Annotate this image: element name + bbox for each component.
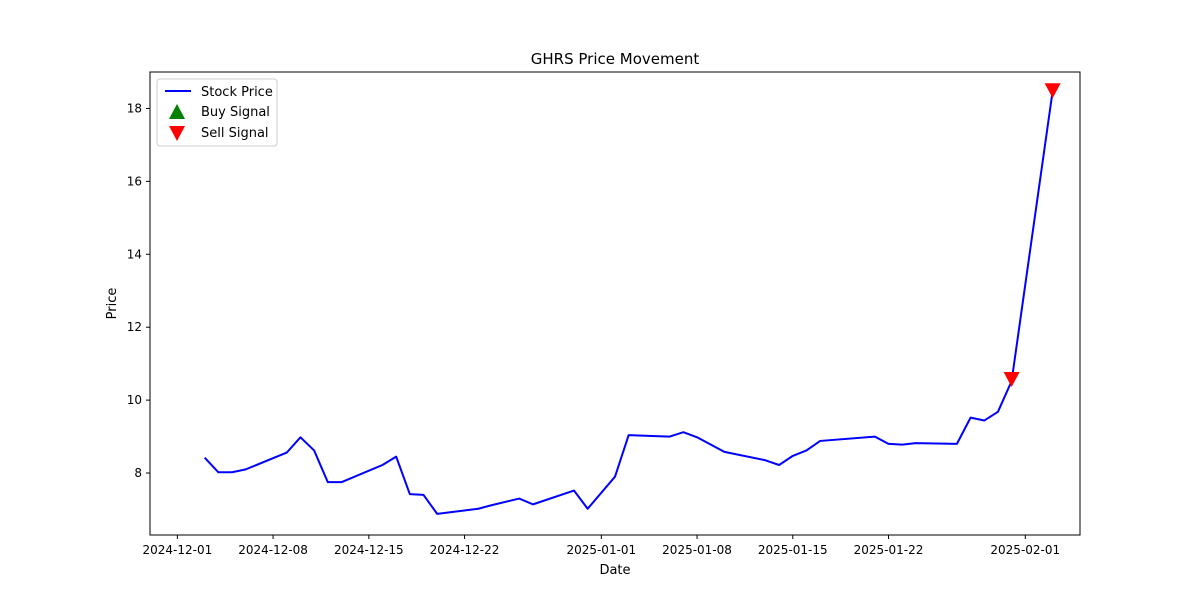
legend-label-buy-signal: Buy Signal xyxy=(201,105,270,120)
legend-label-sell-signal: Sell Signal xyxy=(201,126,269,141)
x-tick-label: 2025-01-08 xyxy=(662,543,732,557)
x-axis-label: Date xyxy=(599,563,630,578)
sell-signal-marker xyxy=(1044,83,1061,99)
x-tick-label: 2025-01-22 xyxy=(854,543,924,557)
legend: Stock Price Buy Signal Sell Signal xyxy=(156,78,278,147)
y-tick-label: 10 xyxy=(127,393,142,407)
y-tick-label: 12 xyxy=(127,320,142,334)
y-axis-label: Price xyxy=(105,288,120,320)
x-tick-label: 2024-12-22 xyxy=(430,543,500,557)
x-tick-label: 2024-12-01 xyxy=(142,543,212,557)
y-axis: 8 10 12 14 16 18 xyxy=(127,101,150,480)
y-tick-label: 16 xyxy=(127,174,142,188)
legend-box xyxy=(156,78,278,147)
legend-label-stock-price: Stock Price xyxy=(201,85,273,100)
plot-area xyxy=(149,71,1081,536)
x-tick-label: 2024-12-08 xyxy=(238,543,308,557)
sell-signal-marker xyxy=(1003,371,1020,387)
chart-title: GHRS Price Movement xyxy=(531,50,700,68)
x-axis: 2024-12-01 2024-12-08 2024-12-15 2024-12-22… xyxy=(142,535,1060,557)
y-tick-label: 14 xyxy=(127,247,142,261)
x-tick-label: 2025-01-15 xyxy=(758,543,828,557)
y-tick-label: 8 xyxy=(134,466,142,480)
x-tick-label: 2025-01-01 xyxy=(566,543,636,557)
marker-layer xyxy=(1003,83,1061,387)
x-tick-label: 2025-02-01 xyxy=(990,543,1060,557)
legend-sell-signal-marker xyxy=(169,126,185,141)
x-tick-label: 2024-12-15 xyxy=(334,543,404,557)
y-tick-label: 18 xyxy=(127,101,142,115)
legend-buy-signal-marker xyxy=(169,104,185,119)
series-layer xyxy=(203,90,1054,515)
stock-price-line xyxy=(203,90,1054,515)
